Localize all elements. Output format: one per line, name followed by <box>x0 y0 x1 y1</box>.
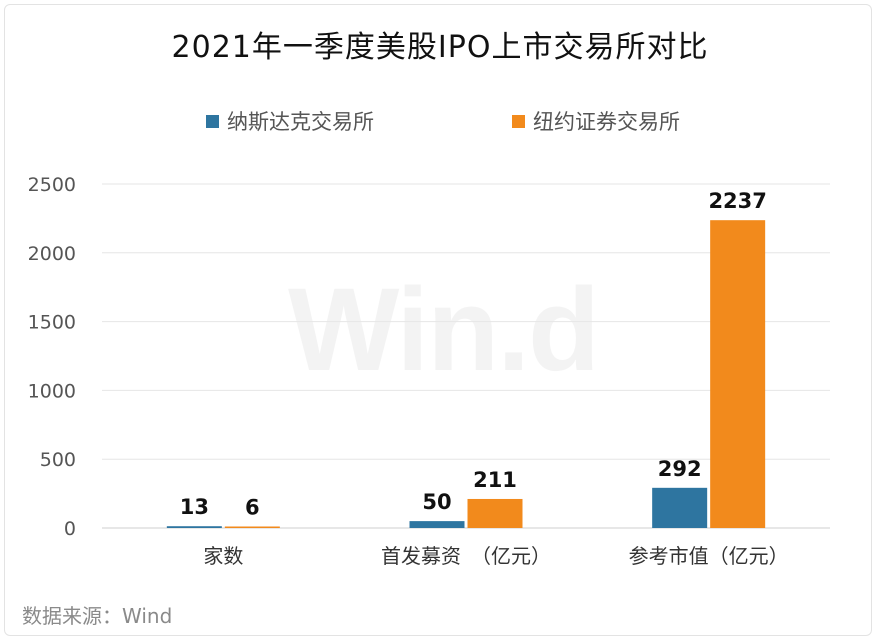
data-label-nyse-0: 6 <box>245 496 260 520</box>
chart-title: 2021年一季度美股IPO上市交易所对比 <box>171 30 709 65</box>
y-tick-label-500: 500 <box>40 449 76 471</box>
legend-label-nyse: 纽约证券交易所 <box>533 110 680 134</box>
category-label-2: 参考市值（亿元） <box>629 544 789 568</box>
y-tick-label-1000: 1000 <box>28 380 76 402</box>
data-label-nasdaq-1: 50 <box>422 490 451 514</box>
data-label-nasdaq-2: 292 <box>658 457 702 481</box>
legend-swatch-nyse <box>512 114 525 128</box>
legend-item-nasdaq: 纳斯达克交易所 <box>206 106 374 136</box>
category-label-0: 家数 <box>203 544 243 568</box>
watermark: Win.d <box>288 262 600 398</box>
bar-nyse-2 <box>710 220 766 529</box>
bar-nyse-1 <box>467 498 523 528</box>
y-tick-label-2000: 2000 <box>28 243 76 265</box>
data-label-nasdaq-0: 13 <box>180 495 209 519</box>
legend-swatch-nasdaq <box>206 114 219 128</box>
legend-label-nasdaq: 纳斯达克交易所 <box>227 110 374 134</box>
legend-item-nyse: 纽约证券交易所 <box>512 106 680 136</box>
legend: 纳斯达克交易所 纽约证券交易所 <box>0 106 880 136</box>
source-note: 数据来源：Wind <box>22 604 173 628</box>
bar-nyse-0 <box>224 526 280 528</box>
category-label-1: 首发募资 （亿元） <box>381 544 551 568</box>
bar-nasdaq-0 <box>166 526 222 528</box>
data-label-nyse-1: 211 <box>473 468 517 492</box>
y-tick-label-2500: 2500 <box>28 174 76 196</box>
bar-nasdaq-1 <box>409 521 465 528</box>
y-tick-label-0: 0 <box>64 518 76 540</box>
bar-nasdaq-2 <box>652 487 708 528</box>
data-label-nyse-2: 2237 <box>708 189 766 213</box>
y-tick-label-1500: 1500 <box>28 312 76 334</box>
